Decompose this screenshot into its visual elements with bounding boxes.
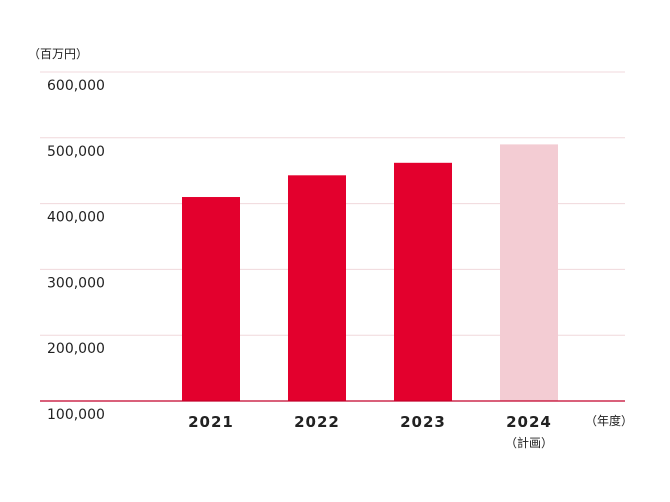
x-tick-label: 2021 xyxy=(188,413,234,431)
bar-2021 xyxy=(182,197,240,401)
y-unit-label: （百万円） xyxy=(28,47,88,61)
bars xyxy=(182,144,558,401)
x-tick-label: 2022 xyxy=(294,413,340,431)
bar-2023 xyxy=(394,162,452,401)
x-axis-ticks: 2021 2022 2023 2024 （計画） xyxy=(188,413,553,450)
x-tick-note: （計画） xyxy=(505,435,553,450)
y-tick-label: 300,000 xyxy=(47,275,105,291)
y-tick-label: 500,000 xyxy=(47,144,105,160)
x-unit-label: （年度） xyxy=(585,413,633,428)
x-tick-label: 2023 xyxy=(400,413,446,431)
bar-2022 xyxy=(288,175,346,401)
y-tick-label: 100,000 xyxy=(47,407,105,423)
y-axis-ticks: 100,000 200,000 300,000 400,000 500,000 600,0… xyxy=(47,78,105,423)
y-tick-label: 200,000 xyxy=(47,341,105,357)
bar-2024 xyxy=(500,144,558,401)
y-tick-label: 400,000 xyxy=(47,210,105,226)
x-tick-label: 2024 xyxy=(506,413,552,431)
y-tick-label: 600,000 xyxy=(47,78,105,94)
